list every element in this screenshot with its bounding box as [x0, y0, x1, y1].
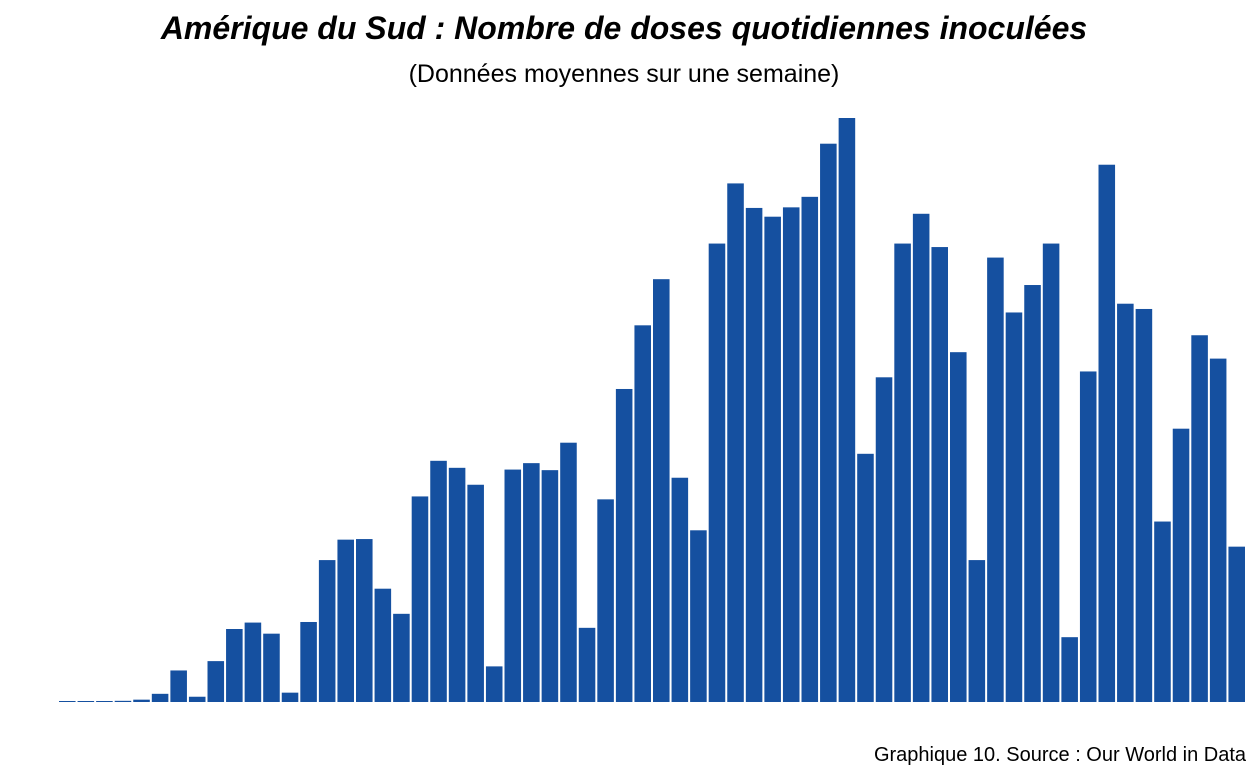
bar — [931, 247, 948, 702]
bar — [504, 469, 522, 702]
bar — [597, 499, 614, 702]
bar — [857, 453, 874, 702]
bar — [1005, 312, 1023, 702]
bar — [1191, 335, 1208, 702]
chart-title: Amérique du Sud : Nombre de doses quotid… — [160, 10, 1088, 46]
bar — [374, 588, 392, 702]
bar — [448, 467, 466, 702]
bar — [782, 207, 800, 702]
bar — [950, 352, 967, 702]
bar — [1117, 303, 1134, 702]
bar — [467, 484, 484, 702]
bar — [745, 207, 763, 702]
bar — [1042, 243, 1060, 702]
bar — [578, 627, 596, 702]
bar — [263, 633, 280, 702]
bar — [838, 118, 856, 702]
bar — [485, 666, 503, 702]
bar — [912, 213, 930, 702]
bar — [430, 460, 447, 702]
bar — [987, 257, 1004, 702]
bar — [875, 377, 893, 702]
bar — [226, 629, 243, 702]
bar — [968, 560, 986, 702]
bar — [1024, 285, 1041, 702]
bar — [653, 279, 670, 702]
bar — [541, 470, 559, 702]
bar — [77, 701, 95, 702]
bar — [560, 442, 577, 702]
bar — [170, 670, 187, 702]
bar — [59, 701, 76, 702]
bar — [671, 477, 689, 702]
bar — [96, 701, 113, 702]
bar — [1061, 637, 1078, 702]
bar — [634, 325, 651, 702]
bar — [615, 388, 633, 702]
bar — [523, 463, 540, 702]
bar — [1135, 308, 1153, 702]
bar — [188, 696, 206, 702]
bar — [337, 539, 354, 702]
bar — [393, 613, 410, 702]
bar-series — [59, 118, 1245, 703]
bar — [411, 496, 429, 702]
bar — [820, 143, 837, 702]
bar — [1172, 428, 1190, 702]
bar — [727, 183, 744, 702]
bar — [690, 530, 707, 702]
bar — [1228, 546, 1245, 702]
chart-subtitle: (Données moyennes sur une semaine) — [408, 60, 840, 88]
bar — [151, 693, 169, 702]
bar — [1079, 371, 1097, 702]
bar — [894, 243, 911, 702]
bar — [207, 661, 225, 702]
bar — [300, 621, 317, 702]
bar — [764, 216, 781, 702]
bar — [1098, 164, 1116, 703]
bar — [133, 699, 150, 702]
bar — [114, 700, 132, 702]
bar — [801, 196, 819, 702]
bar — [356, 539, 373, 702]
bar — [244, 622, 262, 702]
bar — [318, 560, 336, 702]
bar — [1154, 521, 1171, 702]
bar — [281, 692, 299, 702]
bar — [1209, 358, 1227, 702]
bar — [708, 243, 726, 702]
chart-caption: Graphique 10. Source : Our World in Data — [873, 744, 1246, 766]
